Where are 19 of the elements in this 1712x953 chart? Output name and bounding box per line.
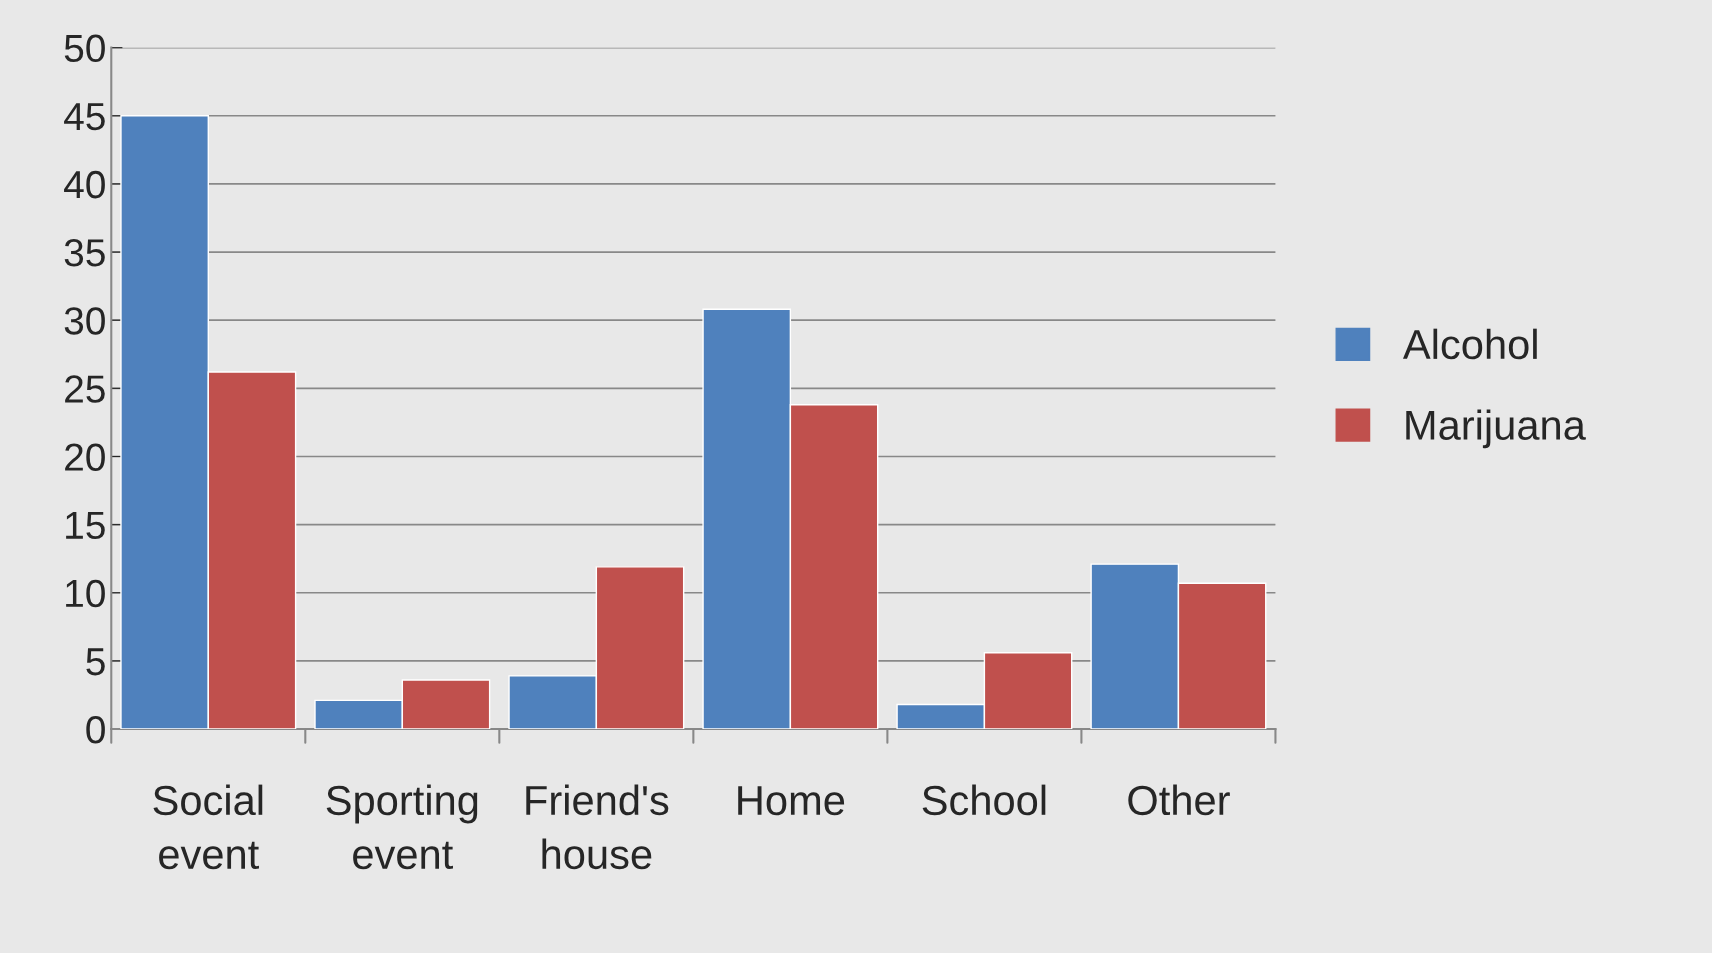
x-tick-label: Sporting event (326, 784, 478, 870)
y-tick-label: 40 (64, 170, 105, 199)
x-tick-label: Other (1128, 784, 1230, 816)
x-tick-label: Social event (153, 784, 263, 870)
x-tick-label: Home (738, 786, 845, 816)
y-tick-label: 20 (65, 443, 105, 471)
x-tick-label: Friend's house (526, 784, 669, 870)
y-tick-label: 45 (64, 103, 105, 131)
y-tick-label: 25 (65, 375, 105, 403)
y-tick-label: 5 (86, 648, 105, 676)
legend-label: Alcohol (1402, 328, 1537, 360)
y-tick-label: 50 (64, 34, 105, 63)
x-tick-label: School (922, 784, 1046, 816)
legend-label: Marijuana (1406, 409, 1586, 449)
y-tick-label: 15 (66, 511, 105, 540)
y-tick-label: 10 (66, 579, 105, 608)
y-tick-label: 30 (64, 307, 105, 335)
y-tick-label: 0 (86, 715, 105, 744)
y-tick-label: 35 (64, 239, 105, 267)
